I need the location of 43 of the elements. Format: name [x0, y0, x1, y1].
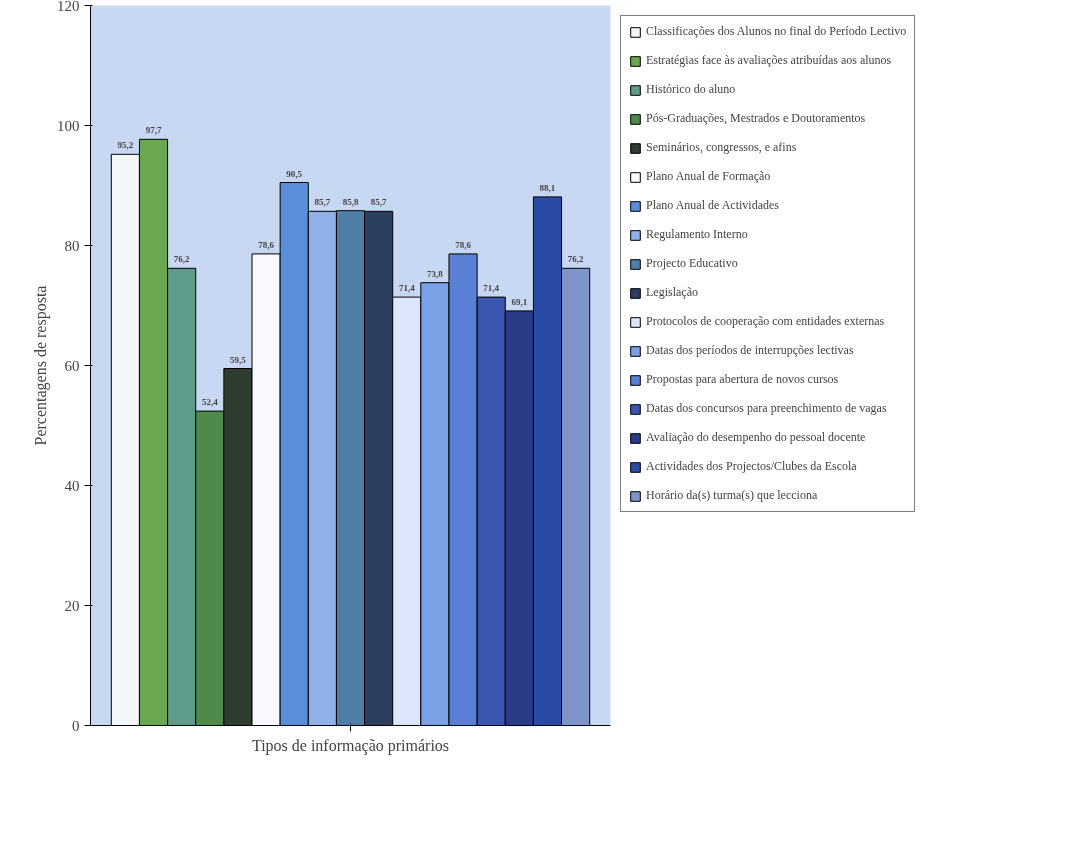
y-tick-label: 60: [64, 357, 80, 374]
data-label: 90,5: [286, 168, 303, 179]
data-label: 85,7: [370, 197, 388, 208]
data-label: 88,1: [539, 182, 556, 193]
y-tick-label: 40: [64, 477, 80, 494]
legend-label: Horário da(s) turma(s) que lecciona: [646, 488, 818, 503]
data-label: 85,8: [342, 196, 359, 207]
data-label: 78,6: [455, 239, 472, 250]
legend-label: Pós-Graduações, Mestrados e Doutoramentos: [646, 111, 866, 126]
legend-label: Datas dos concursos para preenchimento de vagas: [646, 401, 887, 416]
data-label: 71,4: [398, 283, 416, 294]
data-label: 52,4: [201, 397, 219, 408]
data-label: 76,2: [567, 254, 584, 265]
legend-label: Plano Anual de Actividades: [646, 198, 779, 213]
legend-label: Histórico do aluno: [646, 82, 736, 97]
legend-label: Regulamento Interno: [646, 227, 748, 242]
data-label: 73,8: [427, 268, 444, 279]
data-label: 97,7: [145, 125, 162, 136]
data-label: 78,6: [258, 239, 275, 250]
x-axis-title: Tipos de informação primários: [251, 736, 450, 755]
legend-label: Legislação: [646, 285, 698, 300]
y-tick-label: 80: [64, 237, 80, 254]
data-label: 69,1: [511, 296, 528, 307]
data-label: 59,5: [230, 354, 247, 365]
y-tick-label: 100: [57, 117, 80, 134]
data-label: 95,2: [117, 140, 134, 151]
data-label: 85,7: [314, 197, 331, 208]
legend-label: Classificações dos Alunos no final do Período Lectivo: [646, 24, 907, 39]
legend-label: Plano Anual de Formação: [646, 169, 771, 184]
legend-label: Seminários, congressos, e afins: [646, 140, 797, 155]
data-label: 71,4: [483, 283, 500, 294]
legend-label: Actividades dos Projectos/Clubes da Escola: [646, 459, 857, 474]
legend-label: Protocolos de cooperação com entidades externas: [646, 314, 885, 329]
legend-label: Projecto Educativo: [646, 256, 738, 271]
legend-label: Avaliação do desempenho do pessoal docente: [646, 430, 866, 445]
y-tick-label: 0: [72, 717, 80, 734]
legend-label: Datas dos períodos de interrupções lectivas: [646, 343, 854, 358]
y-tick-label: 20: [64, 597, 80, 614]
legend-label: Propostas para abertura de novos cursos: [646, 372, 839, 387]
y-axis-title: Percentagens de resposta: [32, 285, 50, 446]
y-tick-label: 120: [57, 0, 80, 14]
legend-label: Estratégias face às avaliações atribuídas aos alunos: [646, 53, 892, 68]
data-label: 76,2: [173, 254, 191, 265]
